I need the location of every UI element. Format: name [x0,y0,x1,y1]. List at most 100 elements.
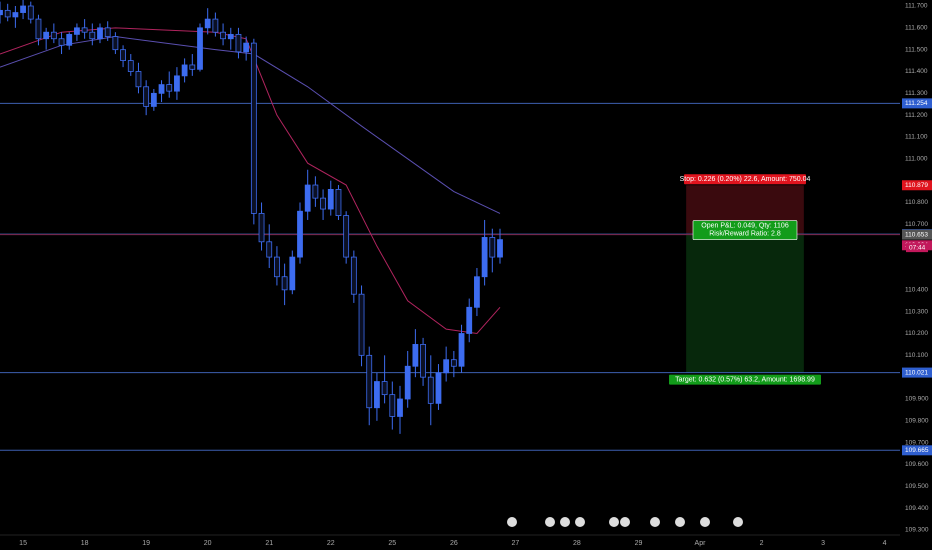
candle-body [189,64,196,70]
target-zone [686,234,804,373]
candle-body [497,239,503,258]
candle-body [212,18,219,33]
event-icons [507,517,743,527]
y-tick-label: 111.400 [905,68,928,75]
x-tick-label: 19 [142,540,150,547]
candle-body [150,92,157,107]
candle-body [420,344,426,378]
candle-body [312,184,319,199]
x-tick-label: 29 [635,540,643,547]
y-tick-label: 110.800 [905,199,928,206]
candle-body [158,84,165,94]
y-tick-label: 111.100 [905,134,928,141]
price-label: 110.879 [905,182,928,189]
y-tick-label: 110.100 [905,352,928,359]
price-label-box [902,180,932,191]
price-label: 111.254 [905,100,928,107]
y-tick-label: 109.300 [905,527,929,534]
candle-body [135,71,142,88]
stop-label-box [684,174,806,185]
price-label: 110.653 [905,231,928,238]
candle-body [381,381,388,396]
candle-body [227,33,234,40]
y-tick-label: 111.700 [905,3,928,10]
candle-body [181,64,188,77]
y-tick-label: 109.600 [905,461,929,468]
candle-body [66,33,73,46]
price-label-box [902,229,932,240]
x-tick-label: 28 [573,540,581,547]
price-label-box [902,445,932,456]
pnl-label: Open P&L: 0.049, Qty: 1106 [701,222,789,229]
countdown-box [906,243,928,253]
x-tick-label: 2 [760,540,764,547]
candle-body [389,394,396,417]
candle-body [0,9,3,16]
candle-body [243,42,250,53]
y-tick-label: 111.600 [905,25,928,32]
candle-body [35,18,42,40]
candle-body [489,237,496,258]
candle-body [404,365,411,400]
x-tick-label: 20 [204,540,212,547]
candle-body [281,276,288,291]
candle-body [297,210,303,258]
candle-body [97,27,103,40]
x-tick-label: 15 [19,540,27,547]
y-tick-label: 109.800 [905,418,929,425]
candle-body [43,31,50,40]
x-tick-label: 21 [265,540,273,547]
x-tick-label: 26 [450,540,458,547]
price-axis [900,0,932,550]
candle-body [397,398,403,417]
x-tick-label: 4 [883,540,887,547]
y-tick-label: 111.300 [905,90,928,97]
rr-label: Risk/Reward Ratio: 2.8 [709,230,781,237]
candle-body [343,215,350,258]
candle-body [250,42,257,214]
candle-body [112,36,119,51]
candle-body [274,256,280,278]
y-tick-label: 109.700 [905,439,929,446]
candle-body [427,376,434,404]
candle-body [166,84,173,92]
candle-body [327,188,334,210]
y-tick-label: 110.200 [905,330,928,337]
price-label: 109.665 [905,447,929,454]
price-label: 110.021 [905,369,928,376]
candle-body [412,344,419,367]
candle-body [174,75,180,92]
candle-body [89,31,96,40]
candle-body [443,359,450,374]
candle-body [374,381,380,409]
candle-body [435,372,442,404]
candle-body [450,359,457,367]
pnl-box [692,220,798,240]
candle-body [4,9,11,18]
candle-body [474,276,480,308]
candle-body [266,241,273,258]
candle-body [74,27,80,35]
candle-body [366,354,373,409]
y-tick-label: 110.700 [905,221,928,228]
candle-body [104,27,111,37]
target-label-box [669,374,821,385]
candle-body [358,293,365,356]
x-tick-label: 22 [327,540,335,547]
candle-body [120,49,126,61]
candle-body [304,184,311,212]
y-tick-label: 111.500 [905,46,928,53]
x-tick-label: Apr [695,540,707,547]
candle-body [20,5,26,13]
y-tick-label: 109.400 [905,505,929,512]
price-label-box [902,98,932,109]
candle-body [289,256,296,291]
candle-body [197,27,203,70]
x-tick-label: 3 [821,540,825,547]
candle-body [204,18,211,29]
candle-body [127,60,134,72]
y-tick-label: 109.500 [905,483,929,490]
moving-average [0,36,501,214]
candle-body [27,5,34,20]
